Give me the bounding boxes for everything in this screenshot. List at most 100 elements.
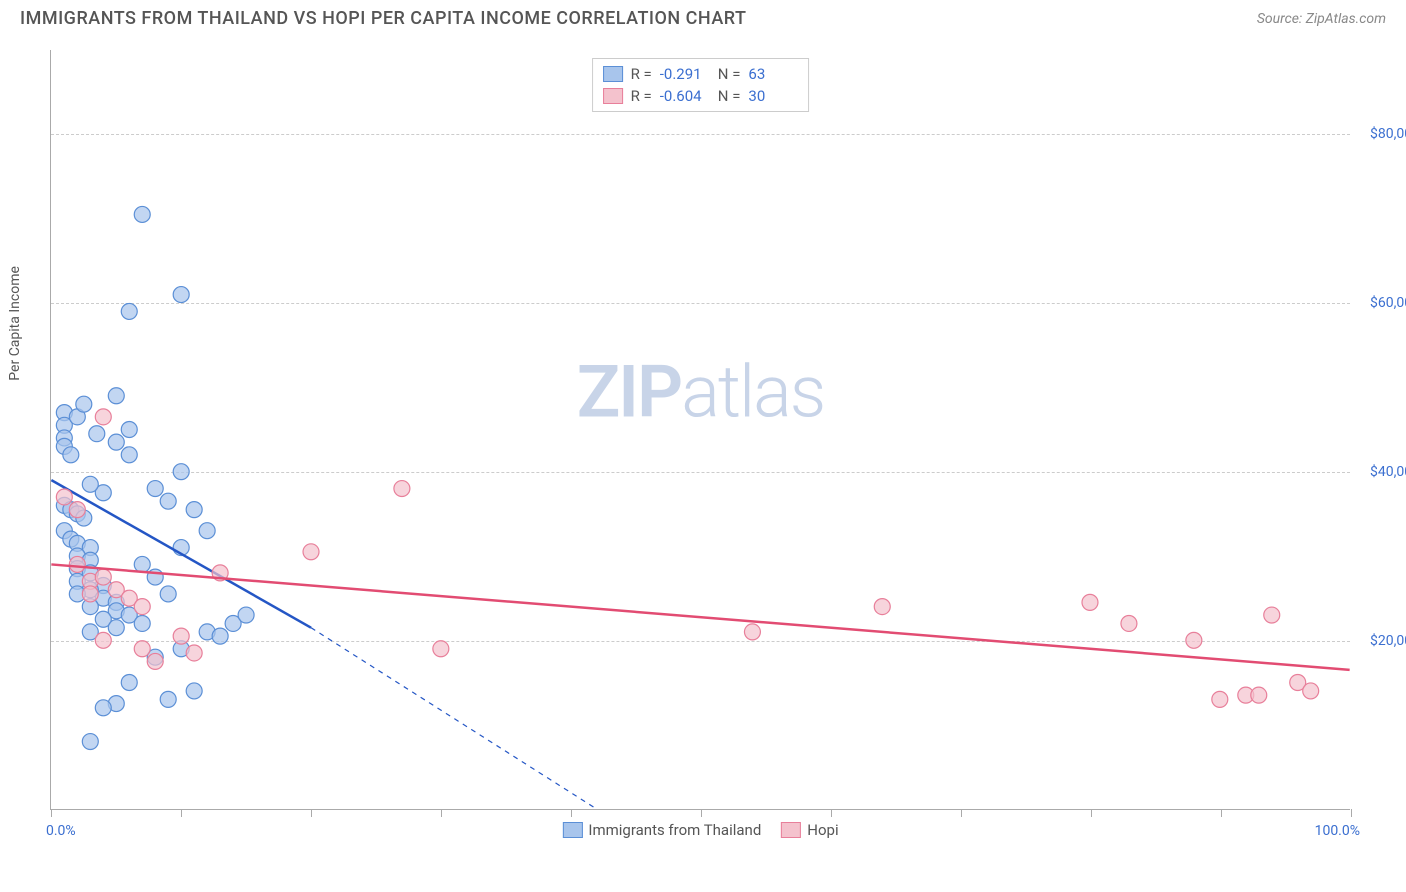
r-value: -0.604: [660, 87, 710, 105]
data-point: [1251, 687, 1267, 703]
data-point: [199, 624, 215, 640]
data-point: [69, 556, 85, 572]
n-value: 63: [748, 65, 798, 83]
data-point: [1264, 607, 1280, 623]
data-point: [121, 447, 137, 463]
data-point: [173, 540, 189, 556]
x-axis-label-right: 100.0%: [1315, 823, 1360, 839]
data-point: [89, 426, 105, 442]
chart-container: Per Capita Income ZIPatlas $20,000$40,00…: [50, 50, 1350, 810]
trend-line: [51, 480, 311, 628]
data-point: [1290, 675, 1306, 691]
legend-item: Immigrants from Thailand: [562, 821, 761, 839]
data-point: [147, 481, 163, 497]
r-value: -0.291: [660, 65, 710, 83]
data-point: [238, 607, 254, 623]
trend-line-extrapolated: [311, 628, 597, 809]
trend-line: [51, 564, 1349, 669]
data-point: [121, 303, 137, 319]
data-point: [121, 590, 137, 606]
data-point: [394, 481, 410, 497]
data-point: [147, 569, 163, 585]
data-point: [108, 603, 124, 619]
data-point: [874, 599, 890, 615]
data-point: [134, 599, 150, 615]
data-point: [108, 696, 124, 712]
y-axis-label: $40,000: [1355, 464, 1406, 480]
data-point: [63, 531, 79, 547]
data-point: [69, 535, 85, 551]
data-point: [56, 523, 72, 539]
x-axis-tick: [181, 809, 182, 817]
data-point: [147, 649, 163, 665]
data-point: [82, 476, 98, 492]
x-axis-tick: [51, 809, 52, 817]
data-point: [69, 548, 85, 564]
data-point: [63, 447, 79, 463]
data-point: [69, 561, 85, 577]
data-point: [1082, 594, 1098, 610]
x-axis-tick: [441, 809, 442, 817]
data-point: [121, 675, 137, 691]
data-point: [433, 641, 449, 657]
data-point: [56, 405, 72, 421]
data-point: [76, 510, 92, 526]
data-point: [225, 615, 241, 631]
plot-area: ZIPatlas $20,000$40,000$60,000$80,000 R …: [50, 50, 1350, 810]
gridline: [51, 472, 1350, 473]
data-point: [69, 573, 85, 589]
gridline: [51, 303, 1350, 304]
data-point: [160, 691, 176, 707]
legend-row: R =-0.604N =30: [603, 85, 799, 107]
y-axis-title: Per Capita Income: [7, 266, 23, 381]
data-point: [63, 502, 79, 518]
data-point: [56, 489, 72, 505]
data-point: [108, 620, 124, 636]
data-point: [82, 552, 98, 568]
data-point: [108, 388, 124, 404]
data-point: [1303, 683, 1319, 699]
legend-row: R =-0.291N =63: [603, 63, 799, 85]
series-name: Immigrants from Thailand: [588, 821, 761, 839]
data-point: [69, 586, 85, 602]
legend-swatch: [603, 66, 623, 82]
data-point: [173, 287, 189, 303]
data-point: [108, 434, 124, 450]
data-point: [82, 734, 98, 750]
data-point: [134, 206, 150, 222]
legend-item: Hopi: [781, 821, 838, 839]
data-point: [212, 565, 228, 581]
data-point: [95, 611, 111, 627]
y-axis-label: $20,000: [1355, 633, 1406, 649]
data-point: [160, 586, 176, 602]
legend-swatch: [603, 88, 623, 104]
data-point: [134, 615, 150, 631]
data-point: [108, 582, 124, 598]
x-axis-tick: [961, 809, 962, 817]
data-point: [744, 624, 760, 640]
data-point: [82, 565, 98, 581]
data-point: [303, 544, 319, 560]
chart-source: Source: ZipAtlas.com: [1257, 11, 1386, 27]
gridline: [51, 641, 1350, 642]
data-point: [173, 641, 189, 657]
data-point: [56, 417, 72, 433]
data-point: [69, 506, 85, 522]
data-point: [1238, 687, 1254, 703]
data-point: [1121, 615, 1137, 631]
data-point: [82, 540, 98, 556]
data-point: [76, 396, 92, 412]
x-axis-tick: [311, 809, 312, 817]
data-point: [134, 556, 150, 572]
series-name: Hopi: [807, 821, 838, 839]
correlation-legend: R =-0.291N =63R =-0.604N =30: [592, 58, 810, 112]
data-point: [95, 409, 111, 425]
data-point: [82, 599, 98, 615]
legend-swatch: [781, 822, 801, 838]
data-point: [186, 502, 202, 518]
data-point: [186, 683, 202, 699]
data-point: [95, 578, 111, 594]
data-point: [69, 502, 85, 518]
data-point: [121, 607, 137, 623]
data-point: [82, 586, 98, 602]
